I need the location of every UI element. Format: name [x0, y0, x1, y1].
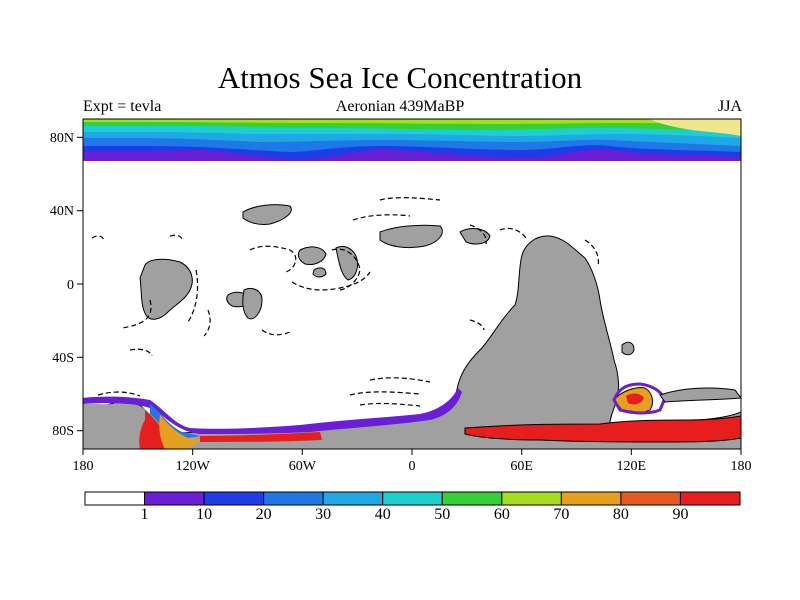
- colorbar-swatch: [679, 491, 741, 506]
- colorbar: [84, 491, 741, 506]
- colorbar-swatch: [501, 491, 562, 506]
- colorbar-label: 90: [672, 506, 689, 523]
- x-label-60e: 60E: [510, 459, 533, 474]
- colorbar-label: 80: [612, 506, 629, 523]
- colorbar-label: 20: [255, 506, 272, 523]
- y-label-80n: 80N: [50, 131, 74, 146]
- chart-title: Atmos Sea Ice Concentration: [217, 60, 583, 95]
- colorbar-label: 10: [196, 506, 213, 523]
- x-axis-labels: 180 120W 60W 0 60E 120E 180: [73, 459, 752, 474]
- y-label-0: 0: [67, 278, 74, 293]
- colorbar-swatch: [144, 491, 205, 506]
- colorbar-label: 1: [140, 506, 149, 523]
- colorbar-swatch: [84, 491, 146, 506]
- colorbar-swatch: [441, 491, 503, 506]
- x-label-0: 0: [409, 459, 416, 474]
- islands: [139, 204, 635, 356]
- y-axis-labels: 80N 40N 0 40S 80S: [50, 131, 74, 439]
- x-label-60w: 60W: [289, 459, 317, 474]
- colorbar-swatch: [203, 491, 265, 506]
- axis-ticks: [77, 136, 742, 455]
- colorbar-label: 70: [553, 506, 570, 523]
- colorbar-swatch: [560, 491, 622, 506]
- x-label-120e: 120E: [617, 459, 647, 474]
- colorbar-swatch: [322, 491, 384, 506]
- colorbar-swatch: [263, 491, 324, 506]
- x-label-180w: 180: [73, 459, 94, 474]
- y-label-40s: 40S: [52, 351, 74, 366]
- colorbar-swatch: [620, 491, 681, 506]
- colorbar-label: 30: [315, 506, 332, 523]
- period-label: Aeronian 439MaBP: [335, 98, 465, 115]
- experiment-label: Expt = tevla: [83, 98, 162, 115]
- y-label-40n: 40N: [50, 204, 74, 219]
- colorbar-label: 60: [493, 506, 510, 523]
- x-label-120w: 120W: [176, 459, 211, 474]
- y-label-80s: 80S: [52, 424, 74, 439]
- colorbar-label: 50: [434, 506, 451, 523]
- season-label: JJA: [717, 98, 742, 115]
- colorbar-label: 40: [374, 506, 391, 523]
- dashed-coastlines: [91, 197, 600, 407]
- x-label-180e: 180: [731, 459, 752, 474]
- antarctic-sea-ice: [83, 382, 741, 449]
- arctic-sea-ice: [83, 119, 741, 161]
- colorbar-swatch: [382, 491, 443, 506]
